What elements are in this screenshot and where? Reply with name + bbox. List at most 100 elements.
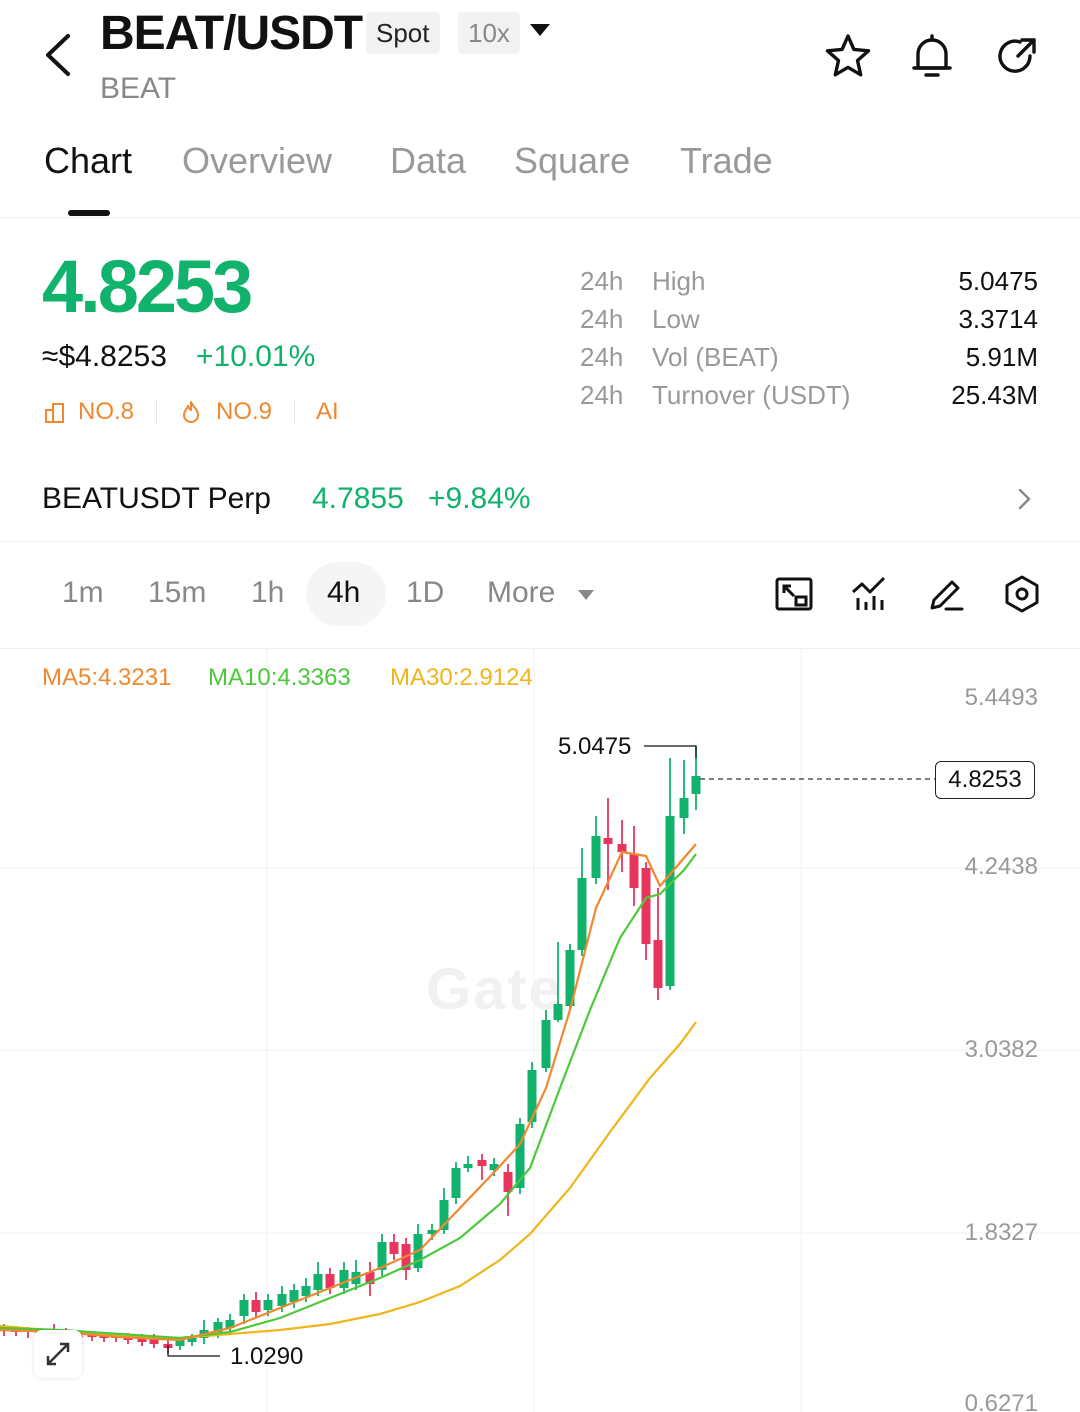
star-icon[interactable] (824, 32, 872, 80)
candle-body (451, 1168, 461, 1198)
grid (0, 648, 1080, 1412)
stat-label-low: Low (652, 304, 700, 334)
perp-row[interactable]: BEATUSDT Perp 4.7855 +9.84% (0, 460, 1080, 542)
candle-body (679, 798, 689, 818)
approx-usd-price: ≈$4.8253 (42, 340, 167, 373)
tab-square[interactable]: Square (514, 140, 631, 181)
share-icon[interactable] (992, 32, 1040, 80)
candle-body (313, 1274, 323, 1290)
ma5-legend: MA5:4.3231 (42, 664, 172, 691)
base-asset: BEAT (100, 72, 177, 105)
timeframe-1h[interactable]: 1h (251, 576, 285, 609)
candle-body (213, 1322, 223, 1332)
chevron-right-icon (1018, 488, 1031, 510)
candle-body (225, 1320, 235, 1328)
candle-body (591, 836, 601, 878)
tab-data[interactable]: Data (390, 140, 467, 181)
ma10-legend: MA10:4.3363 (208, 664, 351, 691)
indicators-icon[interactable] (850, 574, 890, 614)
candle-body (577, 878, 587, 950)
stat-label-turnover: Turnover (USDT) (652, 380, 851, 410)
timeframe-1m[interactable]: 1m (62, 576, 104, 609)
y-axis-tick: 4.2438 (964, 853, 1038, 880)
candle-body (289, 1290, 299, 1302)
candle-body (603, 838, 613, 844)
candle-body (541, 1020, 551, 1068)
ai-badge[interactable]: AI (316, 398, 339, 425)
stat-period: 24h (580, 266, 624, 296)
high-marker-line (644, 745, 697, 758)
candle-body (365, 1272, 375, 1284)
stat-period: 24h (580, 380, 624, 410)
bell-icon[interactable] (908, 32, 956, 80)
candle-body (691, 776, 701, 794)
candles (0, 746, 701, 1354)
candle-body (489, 1164, 499, 1170)
pair-title[interactable]: BEAT/USDT (100, 7, 363, 60)
high-price-label: 5.0475 (558, 733, 632, 760)
candle-body (263, 1300, 273, 1310)
candle-body (477, 1160, 487, 1166)
candle-body (187, 1338, 197, 1342)
stat-label-vol: Vol (BEAT) (652, 342, 779, 372)
stat-label-high: High (652, 266, 706, 296)
timeframe-more[interactable]: More (487, 576, 556, 609)
candle-body (653, 940, 663, 988)
market-badge: Spot (366, 12, 440, 54)
top-bar: BEAT/USDT Spot 10x BEAT (0, 0, 1080, 120)
stat-period: 24h (580, 304, 624, 334)
timeframe-1d[interactable]: 1D (406, 576, 445, 609)
candle-body (175, 1340, 185, 1346)
stat-value-low: 3.3714 (958, 304, 1038, 334)
timeframe-15m[interactable]: 15m (148, 576, 207, 609)
watermark: Gate (426, 957, 563, 1022)
y-axis-tick: 5.4493 (964, 684, 1038, 711)
candle-body (565, 950, 575, 1006)
candle-body (149, 1338, 159, 1344)
candle-body (339, 1270, 349, 1288)
back-arrow-icon[interactable] (38, 30, 82, 80)
candle-body (527, 1070, 537, 1122)
active-tab-indicator (68, 210, 110, 216)
draw-icon[interactable] (926, 574, 966, 614)
candle-body (503, 1172, 513, 1192)
candle-body (277, 1294, 287, 1306)
stat-period: 24h (580, 342, 624, 372)
candle-body (377, 1242, 387, 1270)
tab-overview[interactable]: Overview (182, 140, 333, 181)
candle-body (239, 1300, 249, 1316)
perp-name: BEATUSDT Perp (42, 482, 271, 515)
price-chart[interactable] (0, 648, 1080, 1412)
candle-body (641, 868, 651, 944)
candle-body (553, 1004, 563, 1020)
candle-body (427, 1230, 437, 1234)
tab-trade[interactable]: Trade (680, 140, 773, 181)
ma5-line (0, 843, 697, 1342)
settings-icon[interactable] (1002, 574, 1042, 614)
candle-body (629, 854, 639, 888)
ma10-line (0, 853, 697, 1340)
expand-chart-button[interactable] (34, 1330, 82, 1378)
active-timeframe-pill (306, 562, 386, 626)
low-marker-line (167, 1345, 220, 1357)
candle-body (617, 844, 627, 852)
pair-dropdown-caret-icon[interactable] (530, 24, 550, 36)
candle-body (301, 1286, 311, 1296)
timeframe-4h[interactable]: 4h (327, 576, 361, 609)
candle-body (389, 1242, 399, 1254)
low-price-label: 1.0290 (230, 1343, 304, 1370)
candlestick-chart[interactable] (0, 648, 1080, 1412)
candle-body (439, 1200, 449, 1230)
leverage-badge: 10x (458, 12, 520, 54)
rank-badge-hot[interactable]: NO.9 (216, 398, 273, 425)
candle-body (137, 1338, 147, 1342)
rank-badge-volume[interactable]: NO.8 (78, 398, 135, 425)
y-axis-tick: 3.0382 (964, 1036, 1038, 1063)
candle-body (251, 1300, 261, 1312)
candle-body (325, 1274, 335, 1288)
perp-change: +9.84% (428, 482, 531, 515)
flame-icon (183, 401, 199, 423)
tab-chart[interactable]: Chart (44, 140, 133, 181)
fullscreen-icon[interactable] (774, 574, 814, 614)
y-axis-tick: 1.8327 (964, 1219, 1038, 1246)
